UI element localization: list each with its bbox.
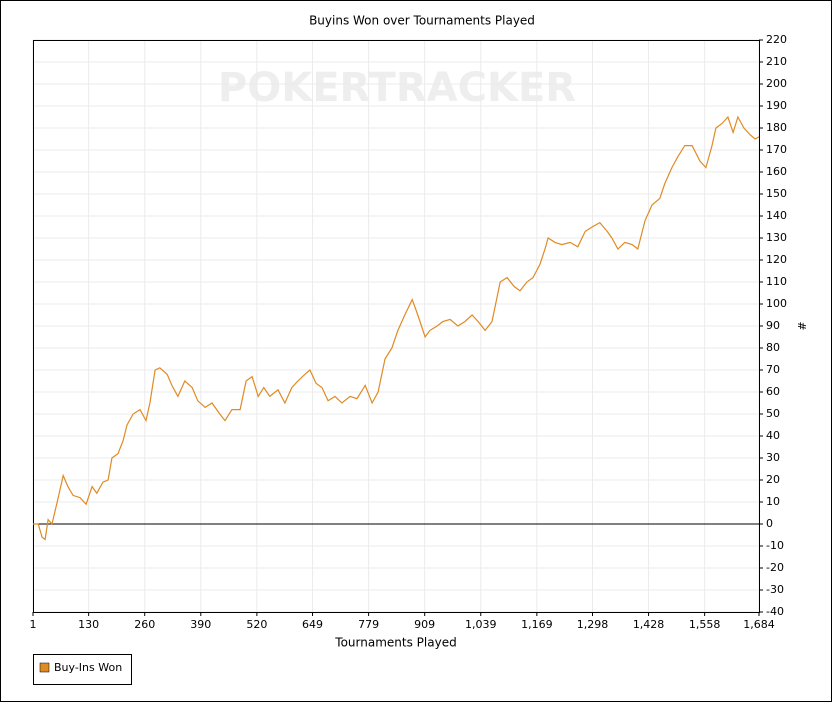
y-tick-label: -10 (766, 539, 784, 552)
data-line (33, 115, 760, 541)
y-tick-label: 10 (766, 495, 780, 508)
y-tick-label: 0 (766, 517, 773, 530)
y-tick-label: 50 (766, 407, 780, 420)
y-tick-label: -30 (766, 583, 784, 596)
y-tick-label: 40 (766, 429, 780, 442)
y-tick-label: 220 (766, 33, 787, 46)
watermark: POKERTRACKER (218, 65, 576, 111)
y-tick-label: 200 (766, 77, 787, 90)
x-tick-label: 1,298 (577, 618, 609, 631)
x-tick-label: 130 (78, 618, 99, 631)
y-tick-label: 20 (766, 473, 780, 486)
y-tick-label: 80 (766, 341, 780, 354)
y-tick-label: 60 (766, 385, 780, 398)
x-tick-label: 520 (246, 618, 267, 631)
y-tick-label: 100 (766, 297, 787, 310)
y-axis-label: # (795, 321, 808, 330)
y-tick-label: -40 (766, 605, 784, 618)
x-tick-label: 1,558 (689, 618, 721, 631)
y-tick-label: -20 (766, 561, 784, 574)
x-tick-label: 390 (190, 618, 211, 631)
y-tick-label: 150 (766, 187, 787, 200)
legend (33, 654, 132, 685)
y-tick-label: 170 (766, 143, 787, 156)
y-tick-label: 160 (766, 165, 787, 178)
x-tick-label: 1,039 (465, 618, 497, 631)
x-tick-label: 260 (134, 618, 155, 631)
y-tick-label: 30 (766, 451, 780, 464)
y-tick-label: 110 (766, 275, 787, 288)
x-tick-label: 909 (414, 618, 435, 631)
y-tick-label: 90 (766, 319, 780, 332)
x-tick-label: 779 (358, 618, 379, 631)
x-tick-label: 1,169 (521, 618, 553, 631)
y-tick-label: 190 (766, 99, 787, 112)
y-tick-label: 70 (766, 363, 780, 376)
chart-title: Buyins Won over Tournaments Played (309, 14, 535, 28)
legend-swatch (39, 662, 50, 673)
x-tick-label: 649 (302, 618, 323, 631)
x-tick-label: 1,684 (743, 618, 775, 631)
plot-border (33, 40, 760, 613)
x-tick-label: 1 (30, 618, 37, 631)
y-tick-label: 120 (766, 253, 787, 266)
legend-label: Buy-Ins Won (54, 661, 122, 674)
y-tick-label: 210 (766, 55, 787, 68)
x-tick-label: 1,428 (633, 618, 665, 631)
y-tick-label: 140 (766, 209, 787, 222)
y-tick-label: 180 (766, 121, 787, 134)
y-tick-label: 130 (766, 231, 787, 244)
x-axis-label: Tournaments Played (334, 636, 456, 650)
